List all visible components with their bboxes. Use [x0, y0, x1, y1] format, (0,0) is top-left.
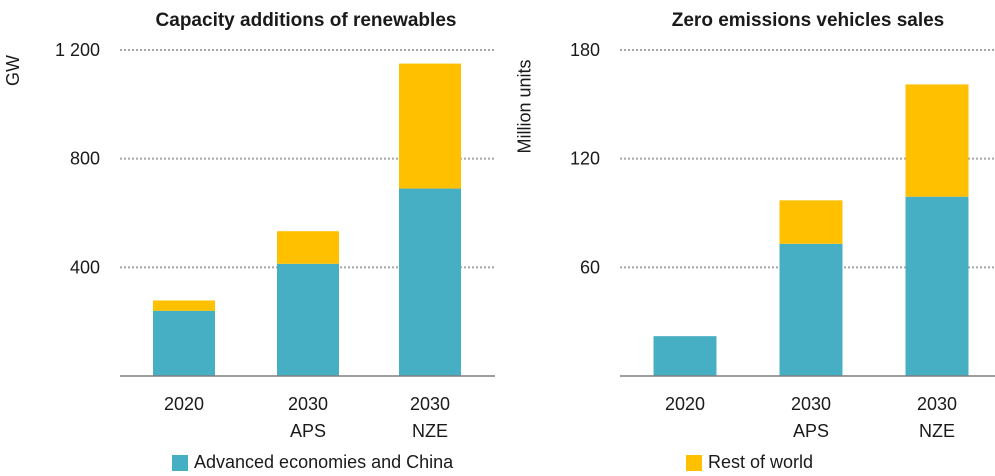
legend-label-advanced: Advanced economies and China	[194, 452, 454, 472]
renewables-bar-rest	[153, 300, 215, 311]
renewables-bar-advanced	[277, 263, 339, 376]
zev-chart-title: Zero emissions vehicles sales	[671, 10, 945, 31]
renewables-x-tick-sublabel: NZE	[412, 421, 448, 441]
renewables-x-tick-sublabel: APS	[290, 421, 326, 441]
zev-x-tick-label: 2030	[791, 394, 831, 414]
renewables-bar-rest	[277, 231, 339, 264]
renewables-chart-title: Capacity additions of renewables	[155, 10, 457, 31]
legend-swatch-rest	[686, 454, 702, 471]
legend-label-rest: Rest of world	[708, 452, 814, 472]
zev-bar-chart: 60 120 180 2020 2030 APS 2030 NZE	[570, 40, 995, 441]
zev-bar-rest	[905, 84, 969, 197]
legend: Advanced economies and China Rest of wor…	[0, 452, 995, 476]
zev-bar-advanced	[653, 336, 717, 376]
zev-bar-advanced	[905, 196, 969, 376]
renewables-bar-rest	[399, 63, 461, 189]
renewables-x-tick-label: 2020	[164, 394, 204, 414]
zev-x-tick-label: 2030	[917, 394, 957, 414]
renewables-bar-advanced	[399, 188, 461, 376]
zev-y-tick-label: 180	[570, 40, 600, 60]
renewables-y-tick-label: 1 200	[55, 40, 100, 60]
zev-y-tick-label: 60	[580, 257, 600, 277]
zev-x-tick-sublabel: NZE	[919, 421, 955, 441]
renewables-y-tick-label: 800	[70, 149, 100, 169]
legend-item-advanced: Advanced economies and China	[172, 452, 453, 473]
renewables-x-tick-label: 2030	[288, 394, 328, 414]
zev-bar-advanced	[779, 243, 843, 376]
renewables-y-tick-label: 400	[70, 257, 100, 277]
renewables-bar-chart: 400 800 1 200 2020 2030 APS 2030 NZE	[55, 40, 495, 441]
renewables-bar-advanced	[153, 310, 215, 376]
zev-x-tick-sublabel: APS	[793, 421, 829, 441]
legend-swatch-advanced	[172, 454, 188, 471]
zev-bar-rest	[779, 200, 843, 244]
zev-y-tick-label: 120	[570, 149, 600, 169]
renewables-x-tick-label: 2030	[410, 394, 450, 414]
legend-item-rest: Rest of world	[686, 452, 813, 473]
zev-x-tick-label: 2020	[665, 394, 705, 414]
